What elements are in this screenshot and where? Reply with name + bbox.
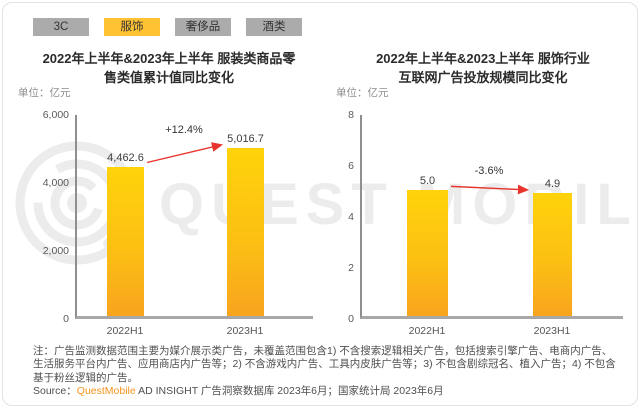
bar-value-label: 5,016.7 xyxy=(227,132,264,145)
y-axis-tick: 6 xyxy=(348,160,354,172)
footnote: 注：广告监测数据范围主要为媒介展示类广告，未覆盖范围包含1) 不含搜索逻辑相关广… xyxy=(33,345,616,384)
y-axis-tick: 8 xyxy=(348,109,354,121)
y-axis-tick: 0 xyxy=(63,313,69,325)
y-axis-tick: 6,000 xyxy=(42,109,69,121)
unit-label: 单位：亿元 xyxy=(18,87,71,99)
y-axis: 8 6 4 2 0 xyxy=(333,109,354,325)
category-tab-bar: 3C 服饰 奢侈品 酒类 xyxy=(33,18,302,36)
x-axis-label: 2023H1 xyxy=(533,325,571,337)
decline-arrow-icon xyxy=(450,184,530,195)
tab-luxury[interactable]: 奢侈品 xyxy=(175,18,231,36)
source-brand: QuestMobile xyxy=(76,385,136,398)
chart-title-line2: 互联网广告投放规模同比变化 xyxy=(398,70,568,85)
plot-area: 4,462.6 5,016.7 +12.4% 2022H1 2023H1 xyxy=(75,115,313,337)
source-detail: AD INSIGHT 广告洞察数据库 2023年6月；国家统计局 2023年6月 xyxy=(135,385,444,398)
x-axis-label: 2023H1 xyxy=(226,325,264,337)
y-axis-tick: 4,000 xyxy=(42,176,69,189)
y-axis-tick: 2,000 xyxy=(42,245,69,257)
y-axis: 6,000 4,000 2,000 0 xyxy=(15,109,69,325)
change-percent-label: +12.4% xyxy=(165,123,203,136)
y-axis-tick: 0 xyxy=(348,313,354,325)
report-card: 3C 服饰 奢侈品 酒类 QUEST MOBILE 2022年上半年&2023年… xyxy=(2,2,638,406)
bar-value-label: 4.9 xyxy=(544,177,561,190)
growth-arrow-icon xyxy=(146,142,224,164)
chart-title-line2: 售类值累计值同比变化 xyxy=(103,70,234,85)
y-axis-tick: 2 xyxy=(348,262,354,274)
source-prefix: Source： xyxy=(33,385,77,398)
bar-2023h1: 4.9 xyxy=(533,178,572,316)
bar-value-label: 5.0 xyxy=(419,175,436,188)
ad-spend-chart: 2022年上半年&2023上半年 服饰行业 互联网广告投放规模同比变化 单位：亿… xyxy=(333,45,633,345)
bar-2022h1: 5.0 xyxy=(407,175,448,316)
chart-title: 2022年上半年&2023上半年 服饰行业 互联网广告投放规模同比变化 xyxy=(333,45,633,87)
x-axis-label: 2022H1 xyxy=(106,325,144,337)
change-percent-label: -3.6% xyxy=(474,165,504,178)
tab-3c[interactable]: 3C xyxy=(33,18,89,36)
chart-title-line1: 2022年上半年&2023年上半年 服装类商品零 xyxy=(42,51,296,66)
bar-2023h1: 5,016.7 xyxy=(227,133,264,316)
tab-liquor[interactable]: 酒类 xyxy=(246,18,302,36)
y-axis-tick: 4 xyxy=(348,211,354,223)
x-axis-label: 2022H1 xyxy=(408,325,446,337)
source-line: Source：QuestMobile AD INSIGHT 广告洞察数据库 20… xyxy=(33,385,619,398)
chart-title: 2022年上半年&2023年上半年 服装类商品零 售类值累计值同比变化 xyxy=(15,45,323,87)
unit-label: 单位：亿元 xyxy=(336,87,389,99)
chart-title-line1: 2022年上半年&2023上半年 服饰行业 xyxy=(376,51,590,66)
footer: 注：广告监测数据范围主要为媒介展示类广告，未覆盖范围包含1) 不含搜索逻辑相关广… xyxy=(33,345,619,399)
retail-value-chart: 2022年上半年&2023年上半年 服装类商品零 售类值累计值同比变化 单位：亿… xyxy=(15,45,323,345)
plot-area: 5.0 4.9 -3.6% 2022H1 2023H1 xyxy=(360,115,623,337)
tab-apparel[interactable]: 服饰 xyxy=(104,18,160,36)
